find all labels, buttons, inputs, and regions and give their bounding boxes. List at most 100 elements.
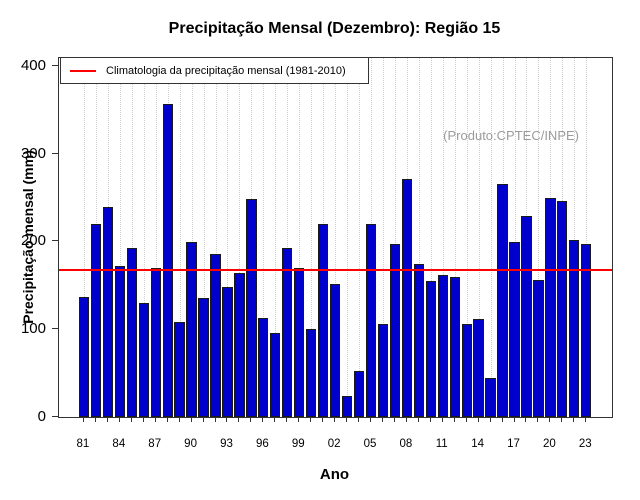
bar-1997 xyxy=(270,332,281,417)
x-axis-tick xyxy=(274,417,276,422)
legend-line-swatch xyxy=(70,69,96,72)
x-axis-label: Ano xyxy=(319,466,350,483)
gridline xyxy=(155,58,157,417)
bar-2022 xyxy=(569,240,580,417)
bar-1988 xyxy=(162,104,173,417)
gridline xyxy=(382,58,384,417)
x-axis-tick xyxy=(298,417,300,422)
gridline xyxy=(263,58,265,417)
x-tick-label: 93 xyxy=(220,438,233,450)
x-axis-tick xyxy=(501,417,503,422)
x-tick-label: 20 xyxy=(542,438,556,450)
watermark-text: (Produto:CPTEC/INPE) xyxy=(443,128,579,143)
y-axis-tick xyxy=(52,152,58,154)
x-axis-tick xyxy=(573,417,575,422)
gridline xyxy=(143,58,145,417)
x-tick-label: 08 xyxy=(399,438,413,450)
gridline xyxy=(466,58,468,417)
bar-2013 xyxy=(461,324,472,417)
bar-1981 xyxy=(78,297,90,417)
gridline xyxy=(275,58,277,417)
x-axis-tick xyxy=(190,417,192,422)
x-axis-tick xyxy=(381,417,383,422)
x-axis-tick xyxy=(82,417,84,422)
x-axis-tick xyxy=(334,417,336,422)
gridline xyxy=(394,58,396,417)
gridline xyxy=(538,58,540,417)
x-axis-tick xyxy=(465,417,467,422)
bar-2020 xyxy=(545,198,556,417)
gridline xyxy=(215,58,217,417)
bar-2006 xyxy=(377,324,389,417)
x-tick-label: 99 xyxy=(291,438,305,450)
gridline xyxy=(131,58,133,417)
x-tick-label: 23 xyxy=(578,438,592,450)
x-axis-tick xyxy=(561,417,563,422)
bar-1983 xyxy=(102,206,114,417)
bar-1999 xyxy=(294,268,305,417)
x-axis-tick xyxy=(525,417,527,422)
bar-1996 xyxy=(258,318,269,417)
bar-2002 xyxy=(329,283,341,417)
legend-box: Climatologia da precipitação mensal (198… xyxy=(60,57,369,84)
x-axis-tick xyxy=(286,417,288,422)
bar-1985 xyxy=(126,248,137,417)
x-axis-tick xyxy=(585,417,587,422)
bar-2004 xyxy=(353,371,365,417)
x-axis-tick xyxy=(537,417,539,422)
y-tick-label: 200 xyxy=(20,232,46,250)
y-axis-tick xyxy=(52,65,58,67)
x-axis-tick xyxy=(238,417,240,422)
x-tick-label: 17 xyxy=(507,438,520,450)
bar-1982 xyxy=(90,223,102,417)
x-axis-tick xyxy=(226,417,228,422)
bar-2016 xyxy=(497,184,508,417)
x-tick-label: 11 xyxy=(435,438,448,450)
bar-2019 xyxy=(533,280,544,417)
bar-2014 xyxy=(473,318,484,417)
bar-2005 xyxy=(365,223,377,417)
bar-1991 xyxy=(198,297,209,417)
gridline xyxy=(239,58,241,417)
x-axis-tick xyxy=(429,417,431,422)
x-axis-tick xyxy=(262,417,264,422)
x-tick-label: 90 xyxy=(184,438,197,450)
bar-1994 xyxy=(234,272,245,417)
x-axis-tick xyxy=(202,417,204,422)
gridline xyxy=(191,58,193,417)
gridline xyxy=(359,58,361,417)
bar-1990 xyxy=(186,241,197,417)
gridline xyxy=(514,58,516,417)
gridline xyxy=(311,58,313,417)
gridline xyxy=(227,58,229,417)
bar-1995 xyxy=(246,198,257,417)
y-tick-label: 400 xyxy=(20,57,46,75)
x-axis-tick xyxy=(549,417,551,422)
bar-1993 xyxy=(222,287,233,417)
gridline xyxy=(203,58,205,417)
bar-1987 xyxy=(150,268,161,417)
gridline xyxy=(83,58,85,417)
bar-2017 xyxy=(509,241,520,417)
legend-label: Climatologia da precipitação mensal (198… xyxy=(106,64,346,77)
y-axis-tick xyxy=(52,240,58,242)
x-axis-tick xyxy=(322,417,324,422)
x-axis-tick xyxy=(417,417,419,422)
x-tick-label: 14 xyxy=(471,438,485,450)
x-axis-tick xyxy=(453,417,455,422)
gridline xyxy=(454,58,456,417)
bar-1992 xyxy=(210,254,221,417)
gridline xyxy=(574,58,576,417)
gridline xyxy=(478,58,480,417)
bar-2001 xyxy=(318,223,329,417)
gridline xyxy=(299,58,301,417)
x-tick-label: 81 xyxy=(76,438,90,450)
y-tick-label: 100 xyxy=(20,319,46,337)
bar-2011 xyxy=(437,275,448,417)
bar-2021 xyxy=(557,200,568,417)
x-axis-tick xyxy=(405,417,407,422)
gridline xyxy=(119,58,121,417)
gridline xyxy=(418,58,420,417)
y-tick-label: 0 xyxy=(37,407,46,425)
